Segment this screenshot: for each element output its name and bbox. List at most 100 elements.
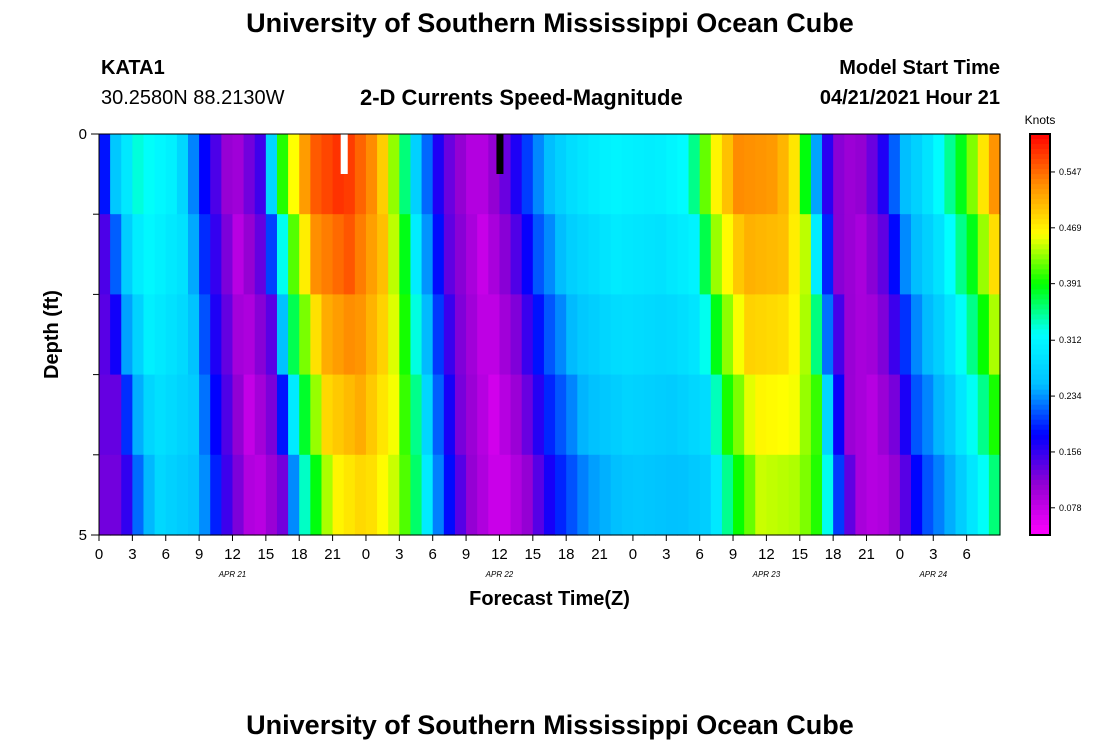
heatmap-cell bbox=[766, 294, 779, 376]
heatmap-cell bbox=[521, 214, 534, 295]
heatmap-cell bbox=[632, 294, 645, 376]
heatmap-cell bbox=[276, 374, 289, 456]
heatmap-cell bbox=[399, 454, 412, 536]
heatmap-cell bbox=[176, 454, 189, 536]
heatmap-cell bbox=[710, 294, 723, 376]
heatmap-cell bbox=[232, 374, 245, 456]
x-tick-label: 6 bbox=[162, 546, 170, 563]
heatmap-cell bbox=[777, 374, 790, 456]
colorbar-tick-label: 0.391 bbox=[1059, 279, 1082, 289]
heatmap-cell bbox=[599, 134, 612, 215]
heatmap-cell bbox=[599, 454, 612, 536]
heatmap-cell bbox=[265, 374, 278, 456]
heatmap-cell bbox=[210, 374, 222, 456]
heatmap-cell bbox=[588, 134, 601, 215]
heatmap-cell bbox=[254, 374, 267, 456]
heatmap-cell bbox=[744, 374, 756, 456]
heatmap-cell bbox=[143, 294, 156, 376]
heatmap-cell bbox=[755, 454, 767, 536]
heatmap-cell bbox=[944, 214, 957, 295]
heatmap-cell bbox=[833, 454, 845, 536]
heatmap-cell bbox=[911, 214, 923, 295]
heatmap-cell bbox=[510, 294, 523, 376]
heatmap-cell bbox=[677, 294, 690, 376]
heatmap-cell bbox=[810, 134, 823, 215]
heatmap-cell bbox=[466, 294, 478, 376]
heatmap-cell bbox=[788, 374, 801, 456]
heatmap-cell bbox=[721, 294, 734, 376]
heatmap-cell bbox=[877, 134, 890, 215]
x-tick-label: 3 bbox=[662, 546, 670, 563]
heatmap-cell bbox=[899, 294, 912, 376]
heatmap-cell bbox=[221, 374, 234, 456]
heatmap-cell bbox=[922, 374, 934, 456]
heatmap-cell bbox=[399, 294, 412, 376]
heatmap-cell bbox=[577, 134, 590, 215]
heatmap-cell bbox=[388, 374, 400, 456]
heatmap-cell bbox=[799, 454, 812, 536]
heatmap-cell bbox=[132, 134, 145, 215]
colorbar-segment bbox=[1030, 349, 1050, 356]
heatmap-cell bbox=[477, 134, 489, 215]
heatmap-cell bbox=[454, 134, 467, 215]
colorbar-segment bbox=[1030, 304, 1050, 311]
heatmap-cell bbox=[121, 214, 133, 295]
heatmap-cell bbox=[799, 294, 812, 376]
heatmap-cell bbox=[243, 374, 256, 456]
x-tick-label: 15 bbox=[524, 546, 541, 563]
heatmap-cell bbox=[855, 374, 868, 456]
heatmap-cell bbox=[922, 294, 934, 376]
heatmap-cell bbox=[988, 134, 1001, 215]
heatmap-cell bbox=[288, 294, 300, 376]
heatmap-cell bbox=[143, 454, 156, 536]
chart-title-bottom: University of Southern Mississippi Ocean… bbox=[246, 710, 854, 740]
heatmap-cell bbox=[566, 134, 578, 215]
heatmap-cell bbox=[621, 214, 634, 295]
heatmap-cell bbox=[855, 134, 868, 215]
heatmap-cell bbox=[210, 134, 222, 215]
heatmap-cell bbox=[99, 454, 111, 536]
colorbar-segment bbox=[1030, 149, 1050, 155]
colorbar-tick-label: 0.234 bbox=[1059, 391, 1082, 401]
colorbar-segment bbox=[1030, 139, 1050, 145]
heatmap-cell bbox=[688, 454, 701, 536]
heatmap-cell bbox=[988, 294, 1001, 376]
heatmap-cell bbox=[176, 214, 189, 295]
heatmap-cell bbox=[454, 374, 467, 456]
heatmap-cell bbox=[866, 454, 879, 536]
heatmap-cell bbox=[299, 454, 311, 536]
heatmap-cell bbox=[488, 294, 501, 376]
x-tick-label: 6 bbox=[962, 546, 970, 563]
heatmap-cell bbox=[788, 214, 801, 295]
colorbar-tick-label: 0.156 bbox=[1059, 447, 1082, 457]
heatmap-cell bbox=[543, 214, 556, 295]
heatmap-cell bbox=[288, 374, 300, 456]
heatmap-cell bbox=[365, 214, 378, 295]
heatmap-cell bbox=[154, 134, 167, 215]
heatmap-cell bbox=[766, 214, 779, 295]
heatmap-cell bbox=[755, 214, 767, 295]
heatmap-cell bbox=[899, 374, 912, 456]
heatmap-cell bbox=[343, 214, 356, 295]
heatmap-cell bbox=[933, 374, 945, 456]
heatmap-cell bbox=[955, 454, 968, 536]
x-tick-label: 3 bbox=[395, 546, 403, 563]
heatmap-cell bbox=[354, 454, 367, 536]
heatmap-cell bbox=[121, 374, 133, 456]
heatmap-cell bbox=[288, 454, 300, 536]
colorbar-segment bbox=[1030, 369, 1050, 376]
x-tick-label: 21 bbox=[858, 546, 875, 563]
colorbar-segment bbox=[1030, 229, 1050, 235]
heatmap-cell bbox=[421, 374, 434, 456]
heatmap-cell bbox=[343, 134, 356, 215]
heatmap-cell bbox=[399, 134, 412, 215]
heatmap-cell bbox=[621, 374, 634, 456]
heatmap-cell bbox=[555, 214, 567, 295]
heatmap-cell bbox=[577, 374, 590, 456]
heatmap-cell bbox=[232, 454, 245, 536]
colorbar-segment bbox=[1030, 504, 1050, 511]
heatmap-cell bbox=[655, 134, 667, 215]
heatmap-cell bbox=[566, 214, 578, 295]
time-marker bbox=[340, 134, 348, 174]
heatmap-cell bbox=[833, 374, 845, 456]
